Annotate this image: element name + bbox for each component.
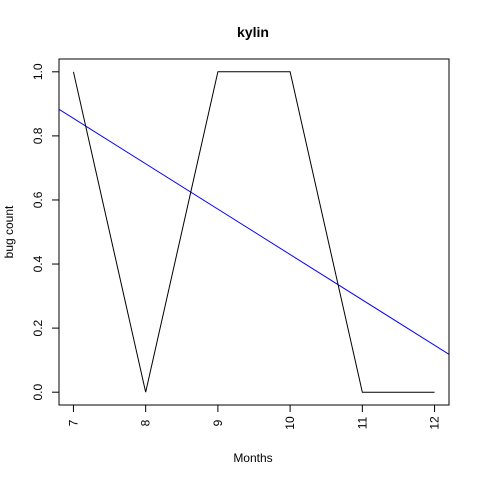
chart-axes: 7 8 9 10 11 12 0.0 0.2 0.4 0.6 0.8 1.0 [31, 58, 450, 430]
x-tick-label-10: 10 [283, 416, 297, 430]
x-tick-label-11: 11 [355, 416, 369, 429]
y-tick-label-0.0: 0.0 [31, 384, 45, 401]
x-tick-label-12: 12 [428, 416, 442, 430]
y-tick-label-0.6: 0.6 [31, 191, 45, 208]
x-tick-label-8: 8 [139, 419, 153, 426]
series-line-1 [72, 71, 435, 393]
y-tick-label-1.0: 1.0 [31, 63, 45, 80]
x-axis-label: Months [233, 451, 272, 465]
trend-line [59, 108, 449, 355]
chart-marks [59, 71, 449, 393]
x-tick-label-9: 9 [211, 419, 225, 426]
y-tick-label-0.4: 0.4 [31, 255, 45, 272]
y-tick-label-0.8: 0.8 [31, 127, 45, 144]
y-axis-label: bug count [2, 205, 16, 258]
chart-title: kylin [237, 24, 269, 40]
x-tick-label-7: 7 [66, 419, 80, 426]
y-tick-label-0.2: 0.2 [31, 319, 45, 336]
